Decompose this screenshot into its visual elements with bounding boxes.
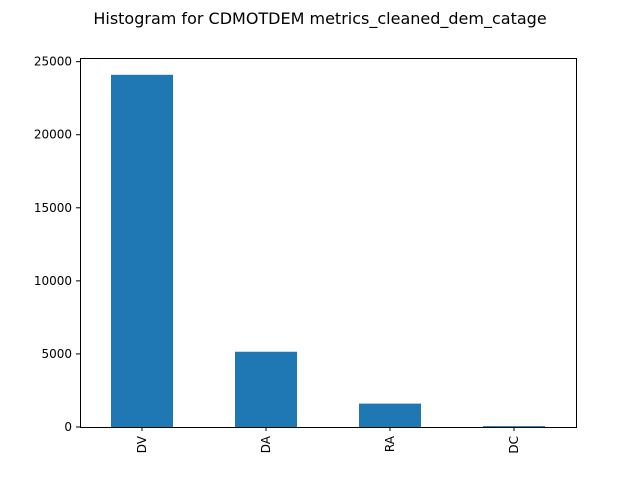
y-tick-label: 15000	[34, 201, 72, 215]
x-tick-label: DV	[135, 435, 149, 453]
y-axis: 0 5000 10000 15000 20000 25000	[34, 55, 80, 434]
y-tick-label: 5000	[41, 347, 72, 361]
x-tick-label: DA	[259, 435, 273, 453]
bar-dc	[483, 426, 545, 427]
y-tick-label: 25000	[34, 55, 72, 69]
bars-layer	[111, 74, 545, 427]
y-tick-label: 20000	[34, 128, 72, 142]
bar-da	[235, 351, 297, 427]
bar-ra	[359, 403, 421, 427]
plot-frame	[80, 58, 577, 428]
y-tick-label: 10000	[34, 274, 72, 288]
bar-dv	[111, 74, 173, 427]
x-axis: DV DA RA DC	[135, 427, 521, 454]
x-tick-label: RA	[383, 435, 397, 452]
chart-title: Histogram for CDMOTDEM metrics_cleaned_d…	[93, 9, 546, 29]
y-tick-label: 0	[64, 420, 72, 434]
x-tick-label: DC	[507, 436, 521, 454]
